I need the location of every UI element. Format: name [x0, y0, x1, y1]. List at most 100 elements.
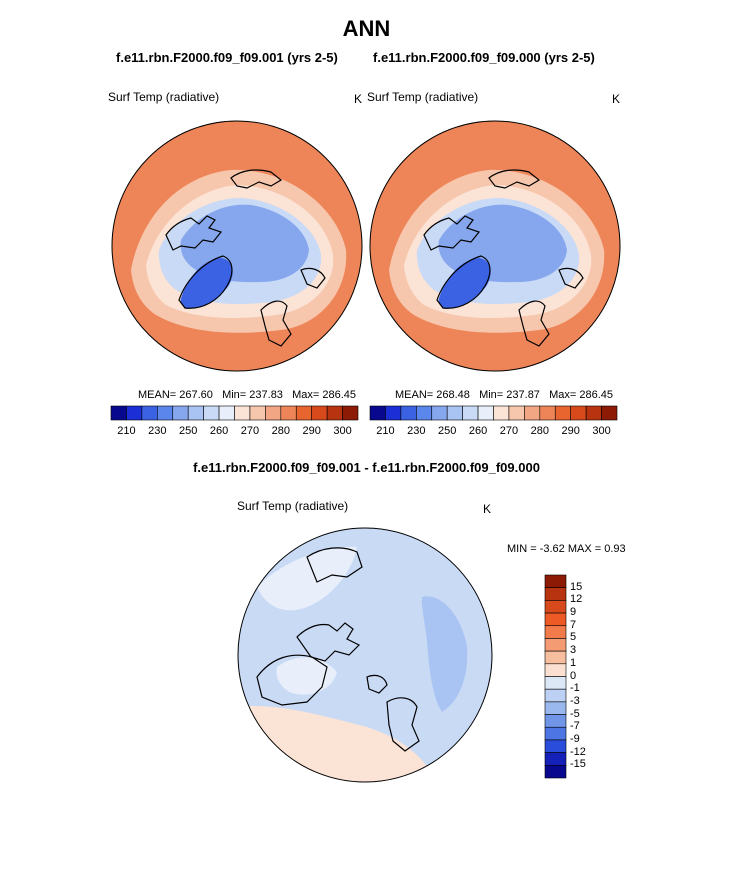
difference-colorbar-box: [544, 688, 567, 703]
difference-colorbar: [544, 574, 567, 779]
difference-colorbar-label: -7: [570, 720, 580, 733]
panel-2-colorbar-box: [446, 405, 463, 421]
panel-2-title: f.e11.rbn.F2000.f09_f09.000 (yrs 2-5): [373, 50, 595, 65]
panel-1-colorbar-tick-label: 250: [179, 425, 198, 437]
panel-2-colorbar-box: [539, 405, 556, 421]
difference-colorbar-box: [544, 650, 567, 665]
panel-1-colorbar-tick-label: 270: [240, 425, 260, 437]
figure-title: ANN: [342, 16, 391, 41]
difference-colorbar-box: [544, 625, 567, 639]
panel-1-colorbar-box: [280, 405, 297, 421]
difference-colorbar-box: [544, 752, 567, 766]
difference-colorbar-label: -9: [570, 732, 580, 745]
panel-1-max: Max= 286.45: [292, 389, 357, 401]
panel-1-colorbar-box: [126, 405, 143, 421]
panel-2-colorbar-box: [416, 405, 433, 421]
panel-2-colorbar-tick-label: 230: [407, 425, 426, 437]
panel-2-colorbar-tick-label: 290: [561, 425, 580, 437]
panel-1-mean: MEAN= 267.60: [138, 389, 213, 401]
panel-1-colorbar-tick-label: 280: [271, 425, 290, 437]
difference-units: K: [483, 502, 492, 516]
panel-1-units: K: [354, 92, 363, 106]
panel-1-colorbar-box: [342, 405, 359, 421]
panel-1-colorbar-box: [265, 405, 282, 421]
panel-1-colorbar-box: [157, 405, 174, 421]
difference-colorbar-box: [544, 714, 567, 728]
panel-2-min: Min= 237.87: [479, 389, 540, 401]
difference-colorbar-box: [544, 638, 567, 652]
panel-1-colorbar-box: [311, 405, 328, 421]
panel-1-stats: MEAN= 267.60 Min= 237.83 Max= 286.45: [138, 389, 356, 401]
difference-colorbar-label: -3: [570, 694, 580, 707]
panel-2-colorbar-tick-label: 260: [468, 425, 488, 437]
panel-1-colorbar-box: [326, 405, 343, 421]
difference-colorbar-label: 7: [570, 618, 577, 631]
difference-colorbar-box: [544, 676, 567, 690]
panel-1-colorbar-box: [295, 405, 312, 421]
difference-polar-map: [237, 527, 493, 783]
panel-2-colorbar-box: [400, 405, 417, 421]
difference-colorbar-label: 1: [570, 656, 577, 669]
panel-2-units: K: [612, 92, 621, 106]
panel-1-colorbar-ticks: 210 230 250 260 270 280 290 300: [111, 425, 358, 439]
panel-2-colorbar-tick-label: 250: [438, 425, 457, 437]
panel-1-variable: Surf Temp (radiative): [108, 90, 220, 104]
panel-1-colorbar-tick-label: 290: [302, 425, 321, 437]
difference-minmax: MIN = -3.62 MAX = 0.93: [507, 543, 626, 555]
difference-colorbar-label: -1: [570, 682, 580, 695]
panel-2-max: Max= 286.45: [549, 389, 614, 401]
panel-2-colorbar-tick-label: 300: [592, 425, 611, 437]
panel-2-colorbar-box: [493, 405, 510, 421]
difference-colorbar-box: [544, 765, 567, 779]
difference-colorbar-box: [544, 726, 567, 741]
difference-variable: Surf Temp (radiative): [237, 499, 349, 513]
panel-1-colorbar-tick-label: 260: [209, 425, 229, 437]
panel-2-colorbar-box: [385, 405, 402, 421]
panel-2-colorbar-box: [477, 405, 494, 421]
panel-1-colorbar-box: [110, 405, 127, 421]
panel-2-stats: MEAN= 268.48 Min= 237.87 Max= 286.45: [395, 389, 613, 401]
difference-colorbar-box: [544, 612, 567, 627]
panel-2-mean: MEAN= 268.48: [395, 389, 470, 401]
difference-colorbar-label: 12: [570, 593, 583, 606]
difference-colorbar-label: 3: [570, 644, 577, 657]
panel-2-variable: Surf Temp (radiative): [367, 90, 479, 104]
panel-1-colorbar-box: [249, 405, 266, 421]
panel-2-colorbar-box: [554, 405, 571, 421]
panel-1-colorbar-box: [234, 405, 251, 421]
panel-1-colorbar-box: [141, 405, 158, 421]
panel-1-colorbar-box: [187, 405, 204, 421]
difference-colorbar-label: -15: [570, 758, 586, 771]
panel-1-colorbar-tick-label: 230: [148, 425, 167, 437]
difference-colorbar-box: [544, 701, 567, 715]
difference-colorbar-label: 0: [570, 669, 577, 682]
panel-2-colorbar-ticks: 210 230 250 260 270 280 290 300: [370, 425, 617, 439]
panel-2-colorbar-tick-label: 270: [499, 425, 519, 437]
panel-2-colorbar-box: [369, 405, 386, 421]
panel-1-polar-map: [111, 120, 363, 372]
difference-colorbar-label: 15: [570, 580, 583, 593]
panel-2-colorbar-tick-label: 210: [376, 425, 395, 437]
panel-2-colorbar-box: [431, 405, 448, 421]
difference-colorbar-box: [544, 574, 567, 588]
panel-1-colorbar-box: [203, 405, 220, 421]
panel-1-title: f.e11.rbn.F2000.f09_f09.001 (yrs 2-5): [116, 50, 338, 65]
panel-2-polar-map: [369, 120, 621, 372]
panel-1-colorbar-tick-label: 300: [333, 425, 352, 437]
difference-colorbar-label: 5: [570, 631, 577, 644]
difference-colorbar-label: -12: [570, 745, 586, 758]
panel-1-colorbar: [110, 405, 359, 421]
panel-2-colorbar-tick-label: 280: [530, 425, 549, 437]
panel-2-colorbar: [369, 405, 618, 421]
difference-colorbar-box: [544, 600, 567, 614]
panel-2-colorbar-box: [508, 405, 525, 421]
panel-2-colorbar-box: [601, 405, 618, 421]
difference-colorbar-box: [544, 587, 567, 601]
panel-1-colorbar-tick-label: 210: [117, 425, 136, 437]
panel-2-colorbar-box: [462, 405, 479, 421]
difference-colorbar-box: [544, 663, 567, 677]
difference-colorbar-label: -5: [570, 707, 580, 720]
panel-2-colorbar-box: [570, 405, 587, 421]
difference-colorbar-labels: 15 12 9 7 5 3 1 0 -1 -3 -5 -7 -9 -12 -15: [570, 575, 610, 778]
difference-title: f.e11.rbn.F2000.f09_f09.001 - f.e11.rbn.…: [193, 460, 540, 475]
